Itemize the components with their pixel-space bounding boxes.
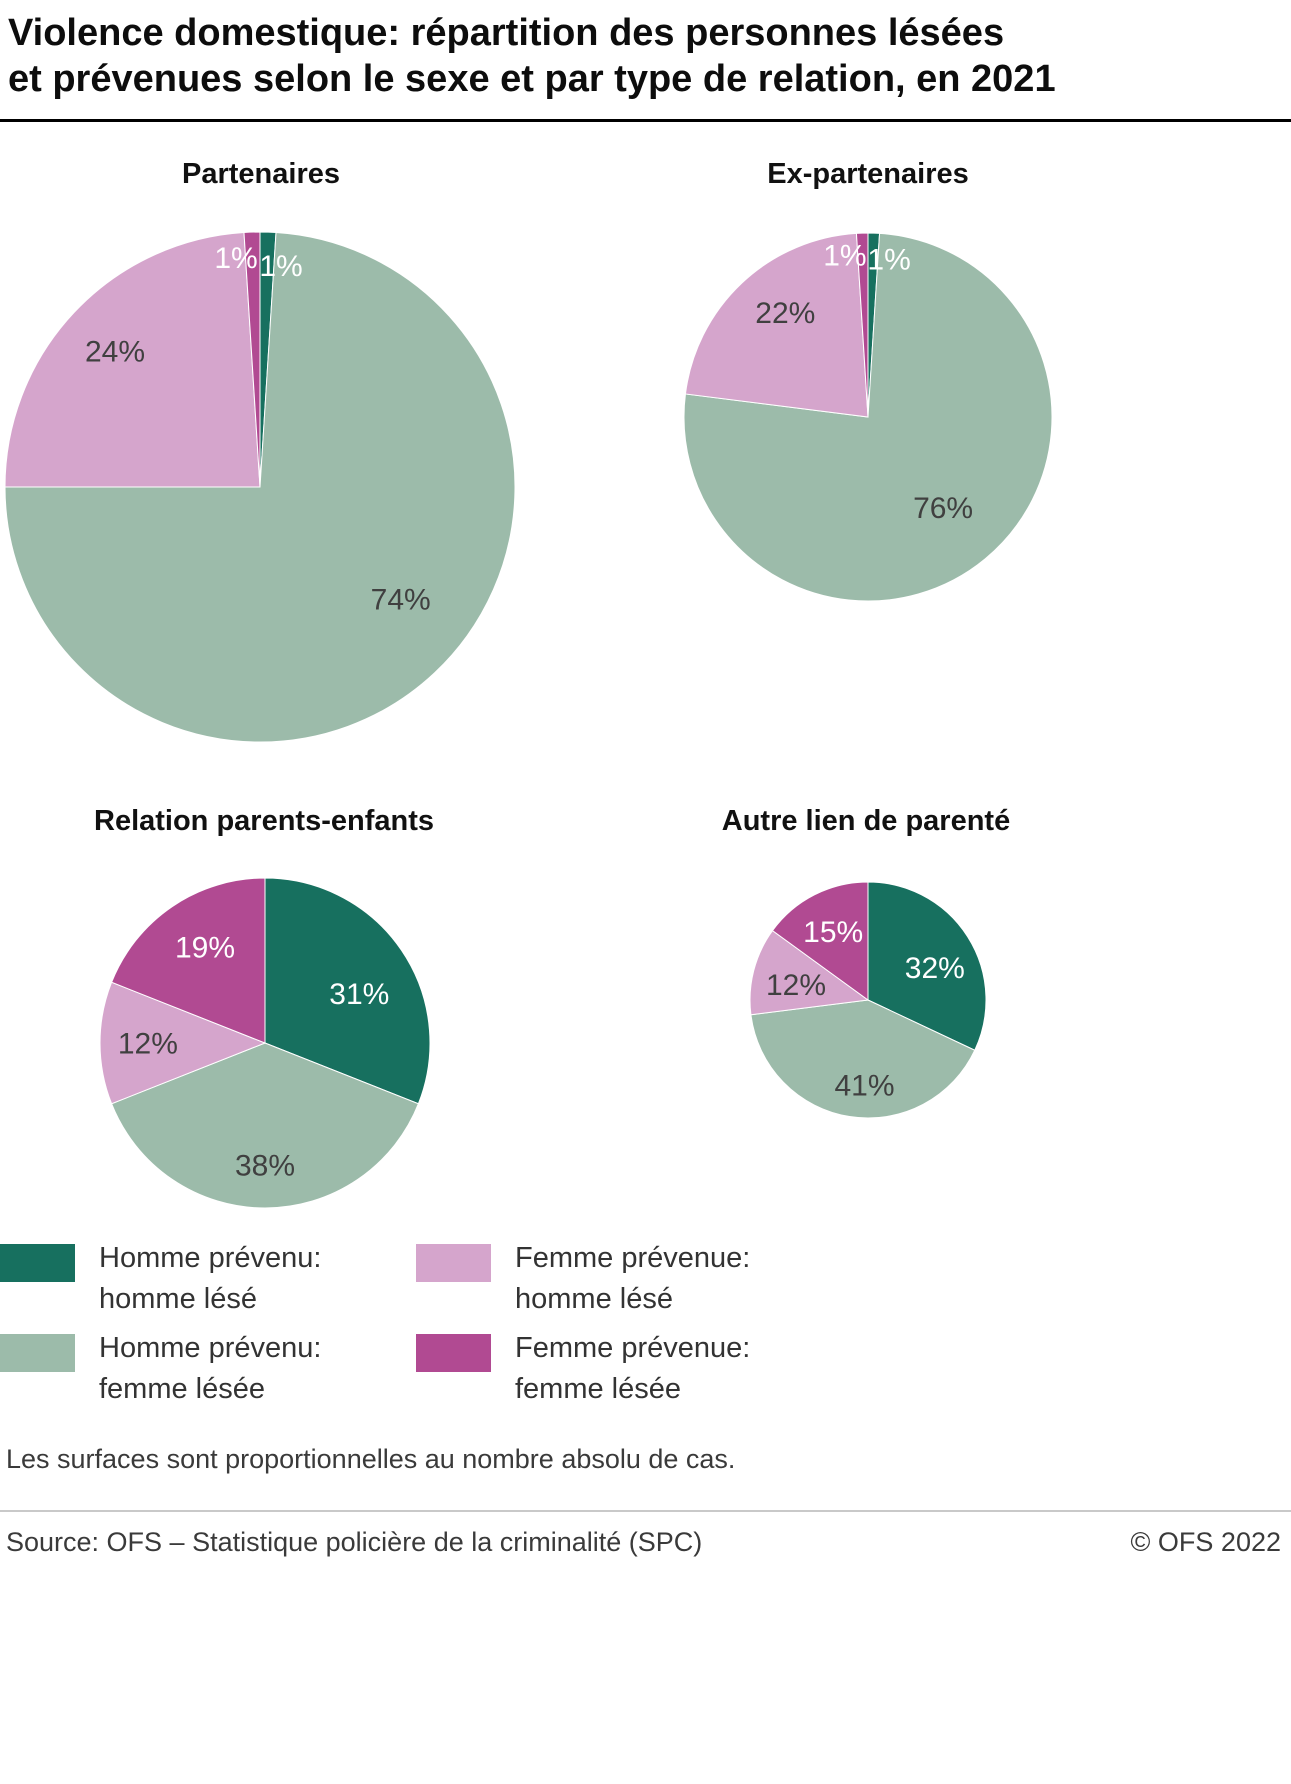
slice-label-autre-lien-de-parente-femme_prevenue_homme_lese: 12% — [766, 969, 826, 1002]
slice-label-ex-partenaires-homme_prevenu_homme_lese: 1% — [867, 244, 910, 277]
slice-ex-partenaires-femme_prevenue_homme_lese — [684, 233, 869, 418]
page-title-line-2: et prévenues selon le sexe et par type d… — [8, 58, 1056, 101]
title-divider — [0, 118, 1291, 122]
slice-relation-parents-enfants-homme_prevenu_homme_lese — [264, 878, 430, 1105]
pie-relation-parents-enfants: 31% 38% 12% 19% — [100, 878, 430, 1208]
slice-label-relation-parents-enfants-homme_prevenu_homme_lese: 31% — [329, 978, 389, 1011]
legend-label-line2: homme lésé — [99, 1283, 257, 1315]
legend-swatch-femme-prevenue-homme-lese — [416, 1244, 491, 1282]
chart-title-ex-partenaires: Ex-partenaires — [767, 158, 969, 190]
page-title-line-1: Violence domestique: répartition des per… — [8, 12, 1005, 54]
slice-autre-lien-de-parente-homme_prevenu_homme_lese — [867, 882, 986, 1051]
slice-label-partenaires-femme_prevenue_homme_lese: 24% — [85, 335, 145, 368]
legend-label-line1: Homme prévenu: — [99, 1242, 322, 1274]
slice-partenaires-femme_prevenue_femme_lesee — [243, 232, 261, 488]
slice-relation-parents-enfants-femme_prevenue_femme_lesee — [110, 878, 266, 1044]
legend-label-line1: Homme prévenu: — [99, 1332, 322, 1364]
legend-swatch-homme-prevenu-homme-lese — [0, 1244, 75, 1282]
chart-title-autre-lien-de-parente: Autre lien de parenté — [721, 805, 1011, 837]
chart-header: Violence domestique: répartition des per… — [0, 0, 1291, 122]
slice-ex-partenaires-femme_prevenue_femme_lesee — [855, 233, 869, 418]
slice-label-ex-partenaires-femme_prevenue_femme_lesee: 1% — [823, 240, 866, 273]
slice-relation-parents-enfants-femme_prevenue_homme_lese — [100, 981, 267, 1105]
pie-autre-lien-de-parente: 32% 41% 12% 15% — [750, 882, 986, 1118]
footer: Source: OFS – Statistique policière de l… — [6, 1527, 1281, 1558]
legend-label-femme-prevenue-homme-lese: Femme prévenue: homme lésé — [515, 1238, 750, 1320]
slice-label-autre-lien-de-parente-homme_prevenu_femme_lesee: 41% — [834, 1070, 894, 1103]
slice-autre-lien-de-parente-femme_prevenue_femme_lesee — [771, 882, 869, 1001]
chart-title-relation-parents-enfants: Relation parents-enfants — [94, 805, 434, 837]
slice-label-autre-lien-de-parente-femme_prevenue_femme_lesee: 15% — [803, 916, 863, 949]
pie-partenaires: 1% 74% 24% 1% — [5, 232, 515, 742]
slice-label-ex-partenaires-femme_prevenue_homme_lese: 22% — [755, 297, 815, 330]
legend-label-line1: Femme prévenue: — [515, 1242, 751, 1274]
legend-label-line1: Femme prévenue: — [515, 1332, 751, 1364]
slice-label-ex-partenaires-homme_prevenu_femme_lesee: 76% — [913, 492, 973, 525]
slice-label-autre-lien-de-parente-homme_prevenu_homme_lese: 32% — [905, 952, 965, 985]
slice-label-partenaires-homme_prevenu_homme_lese: 1% — [259, 250, 302, 283]
slice-autre-lien-de-parente-homme_prevenu_femme_lesee — [750, 999, 976, 1118]
slice-label-partenaires-homme_prevenu_femme_lesee: 74% — [371, 583, 431, 616]
footer-divider — [0, 1510, 1291, 1512]
slice-relation-parents-enfants-homme_prevenu_femme_lesee — [110, 1042, 420, 1208]
slice-partenaires-femme_prevenue_homme_lese — [5, 232, 261, 488]
slice-label-relation-parents-enfants-femme_prevenue_femme_lesee: 19% — [175, 931, 235, 964]
legend-item-femme-prevenue-femme-lesee: Femme prévenue: femme lésée — [416, 1332, 750, 1410]
legend-label-femme-prevenue-femme-lesee: Femme prévenue: femme lésée — [515, 1328, 750, 1410]
proportional-areas-note: Les surfaces sont proportionnelles au no… — [6, 1444, 736, 1474]
footer-source: Source: OFS – Statistique policière de l… — [6, 1527, 703, 1557]
legend-item-femme-prevenue-homme-lese: Femme prévenue: homme lésé — [416, 1242, 750, 1320]
legend-label-line2: femme lésée — [99, 1373, 266, 1405]
slice-label-partenaires-femme_prevenue_femme_lesee: 1% — [214, 242, 257, 275]
page-title: Violence domestique: répartition des per… — [0, 0, 1291, 103]
legend-label-line2: homme lésé — [515, 1283, 673, 1315]
legend-item-homme-prevenu-homme-lese: Homme prévenu: homme lésé — [0, 1242, 321, 1320]
slice-label-relation-parents-enfants-homme_prevenu_femme_lesee: 38% — [235, 1150, 295, 1183]
footer-copyright: © OFS 2022 — [1130, 1527, 1281, 1557]
legend: Homme prévenu: homme lésé Homme prévenu:… — [0, 1242, 1291, 1434]
pie-ex-partenaires: 1%76%22%1% — [684, 233, 1052, 601]
legend-label-line2: femme lésée — [515, 1373, 682, 1405]
slice-autre-lien-de-parente-femme_prevenue_homme_lese — [750, 929, 870, 1016]
legend-item-homme-prevenu-femme-lesee: Homme prévenu: femme lésée — [0, 1332, 321, 1410]
legend-label-homme-prevenu-femme-lesee: Homme prévenu: femme lésée — [99, 1328, 321, 1410]
legend-label-homme-prevenu-homme-lese: Homme prévenu: homme lésé — [99, 1238, 321, 1320]
legend-swatch-femme-prevenue-femme-lesee — [416, 1334, 491, 1372]
legend-swatch-homme-prevenu-femme-lesee — [0, 1334, 75, 1372]
slice-label-relation-parents-enfants-femme_prevenue_homme_lese: 12% — [118, 1028, 178, 1061]
chart-title-partenaires: Partenaires — [182, 158, 340, 190]
